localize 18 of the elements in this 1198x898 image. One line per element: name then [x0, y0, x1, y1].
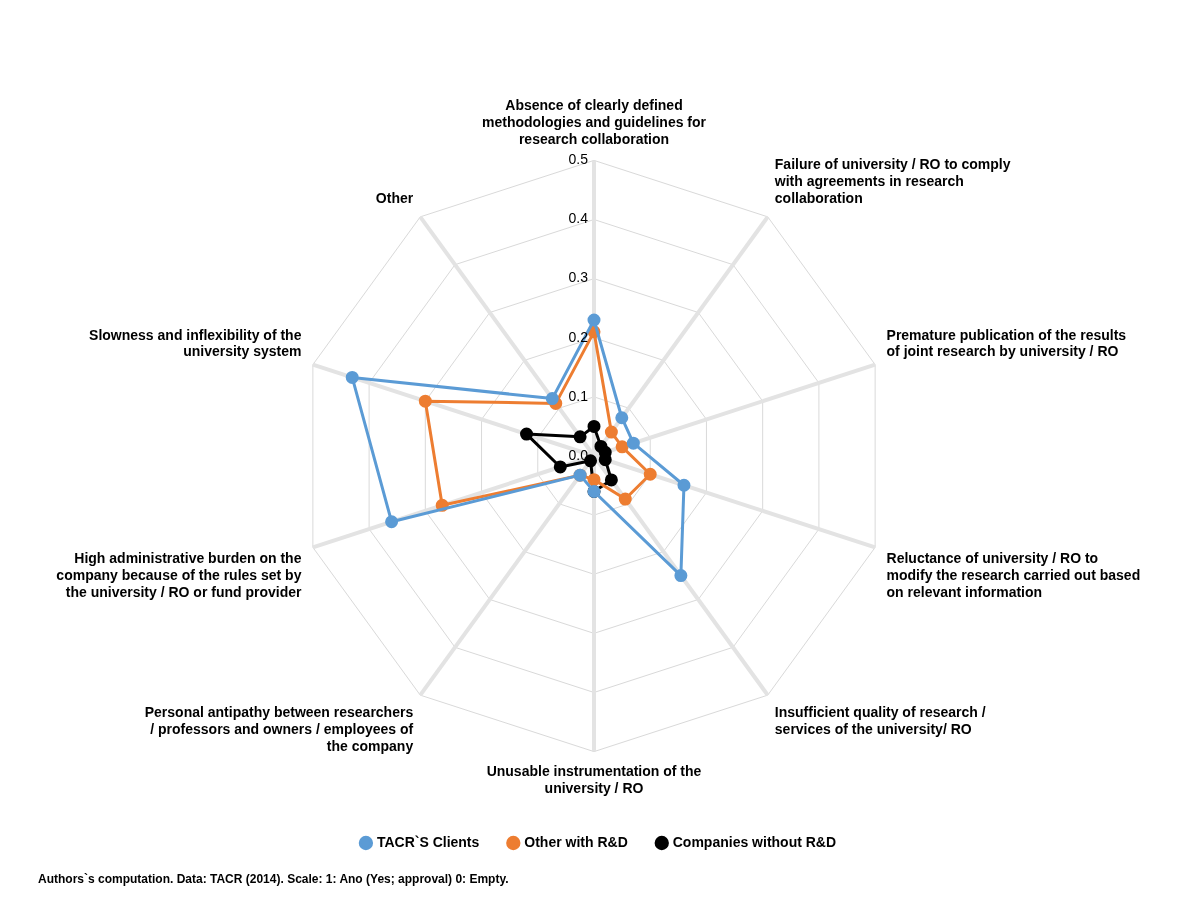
- legend-label: Other with R&D: [524, 833, 628, 850]
- spoke-label: Slowness and inflexibility of the university system: [89, 326, 302, 360]
- y-tick-label: 0.1: [568, 387, 589, 404]
- spoke-label: Failure of university / RO to comply with agreements in research collaboration: [773, 156, 1011, 206]
- spoke-label: Absence of clearly defined methodologies and guidelines for research collaboration: [481, 97, 707, 147]
- spoke-label: Insufficient quality of research / services of the university/ RO: [774, 704, 986, 737]
- spoke-label: Personal antipathy between researchers / professors and owners / employees of the company: [144, 704, 414, 754]
- legend-label: TACR`S Clients: [376, 833, 480, 850]
- spoke-label: Premature publication of the results of joint research by university / RO: [886, 326, 1127, 360]
- spoke-label: Other: [375, 189, 414, 206]
- text: Authors`s computation. Data: TACR (2014). Scale: 1: Ano (Yes; approval) 0: Empty.: [38, 872, 509, 886]
- legend-label: Companies without R&D: [672, 833, 837, 850]
- spoke-label: Unusable instrumentation of the university / RO: [486, 762, 702, 796]
- y-tick-label: 0.4: [568, 210, 589, 227]
- y-tick-label: 0.3: [568, 269, 589, 286]
- spoke-label: Reluctance of university / RO to modify the research carried out based on relevant information: [886, 550, 1141, 600]
- y-tick-label: 0.5: [568, 151, 589, 168]
- spoke-label: High administrative burden on the company because of the rules set by the university / RO or fund provider: [56, 550, 302, 600]
